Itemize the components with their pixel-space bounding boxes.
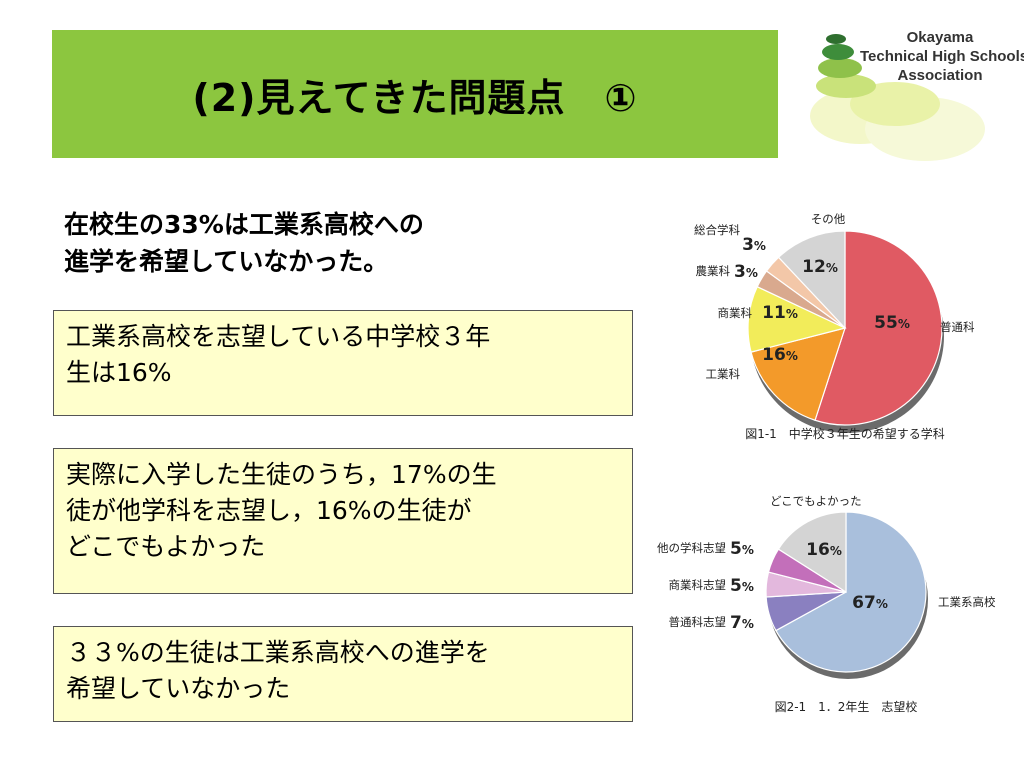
slice-value-label: 3%	[734, 262, 758, 282]
logo-line: Association	[897, 67, 983, 84]
pie-slice	[750, 327, 846, 422]
slice-value-label: 5%	[730, 576, 754, 596]
slice-value-label: 16%	[762, 345, 798, 365]
slice-category-label: 工業系高校	[938, 595, 996, 609]
slice-category-label: どこでもよかった	[770, 494, 862, 508]
logo-text: Okayama Technical High Schools Associati…	[860, 28, 1024, 85]
slice-value-label: 16%	[806, 540, 842, 560]
title-banner: (2)見えてきた問題点 ①	[52, 30, 778, 158]
pie-slice	[814, 230, 943, 426]
slice-category-label: 総合学科	[694, 223, 740, 237]
lead-statement: 在校生の33%は工業系高校への 進学を希望していなかった。	[64, 206, 624, 280]
slice-value-label: 5%	[730, 539, 754, 559]
finding-line: 徒が他学科を志望し，16%の生徒が	[66, 496, 472, 525]
slice-category-label: 普通科	[940, 320, 975, 334]
chart-caption: 図2-1 1．2年生 志望校	[775, 699, 918, 714]
finding-line: 工業系高校を志望している中学校３年	[66, 322, 491, 351]
slice-value-label: 3%	[742, 235, 766, 255]
pie-slice	[747, 285, 847, 353]
finding-line: ３３%の生徒は工業系高校への進学を	[66, 638, 490, 667]
finding-box-3: ３３%の生徒は工業系高校への進学を 希望していなかった	[53, 626, 633, 722]
slice-category-label: 商業科	[718, 306, 753, 320]
slice-category-label: 普通科志望	[669, 615, 727, 629]
logo-line: Technical High Schools	[860, 48, 1024, 65]
slice-category-label: 商業科志望	[669, 578, 727, 592]
lead-line: 進学を希望していなかった。	[64, 247, 389, 276]
finding-line: 生は16%	[66, 358, 172, 387]
finding-line: 希望していなかった	[66, 674, 291, 703]
slice-category-label: 工業科	[706, 367, 741, 381]
finding-line: どこでもよかった	[66, 532, 266, 561]
pie-slice	[777, 511, 847, 594]
pie-slice	[775, 511, 927, 673]
finding-box-1: 工業系高校を志望している中学校３年 生は16%	[53, 310, 633, 416]
slice-category-label: 他の学科志望	[657, 541, 726, 555]
slice-value-label: 11%	[762, 303, 798, 323]
slice-value-label: 12%	[802, 257, 838, 277]
finding-box-2: 実際に入学した生徒のうち，17%の生 徒が他学科を志望し，16%の生徒が どこで…	[53, 448, 633, 594]
slice-value-label: 67%	[852, 593, 888, 613]
association-logo	[810, 34, 985, 161]
pie-slice	[777, 230, 846, 330]
chart-caption: 図1-1 中学校３年生の希望する学科	[745, 426, 945, 441]
slice-value-label: 55%	[874, 313, 910, 333]
finding-line: 実際に入学した生徒のうち，17%の生	[66, 460, 497, 489]
slide-title: (2)見えてきた問題点 ①	[192, 75, 638, 120]
slice-category-label: その他	[811, 212, 846, 226]
slice-value-label: 7%	[730, 613, 754, 633]
logo-line: Okayama	[906, 29, 974, 46]
slice-category-label: 農業科	[696, 264, 731, 278]
lead-line: 在校生の33%は工業系高校への	[64, 210, 424, 239]
